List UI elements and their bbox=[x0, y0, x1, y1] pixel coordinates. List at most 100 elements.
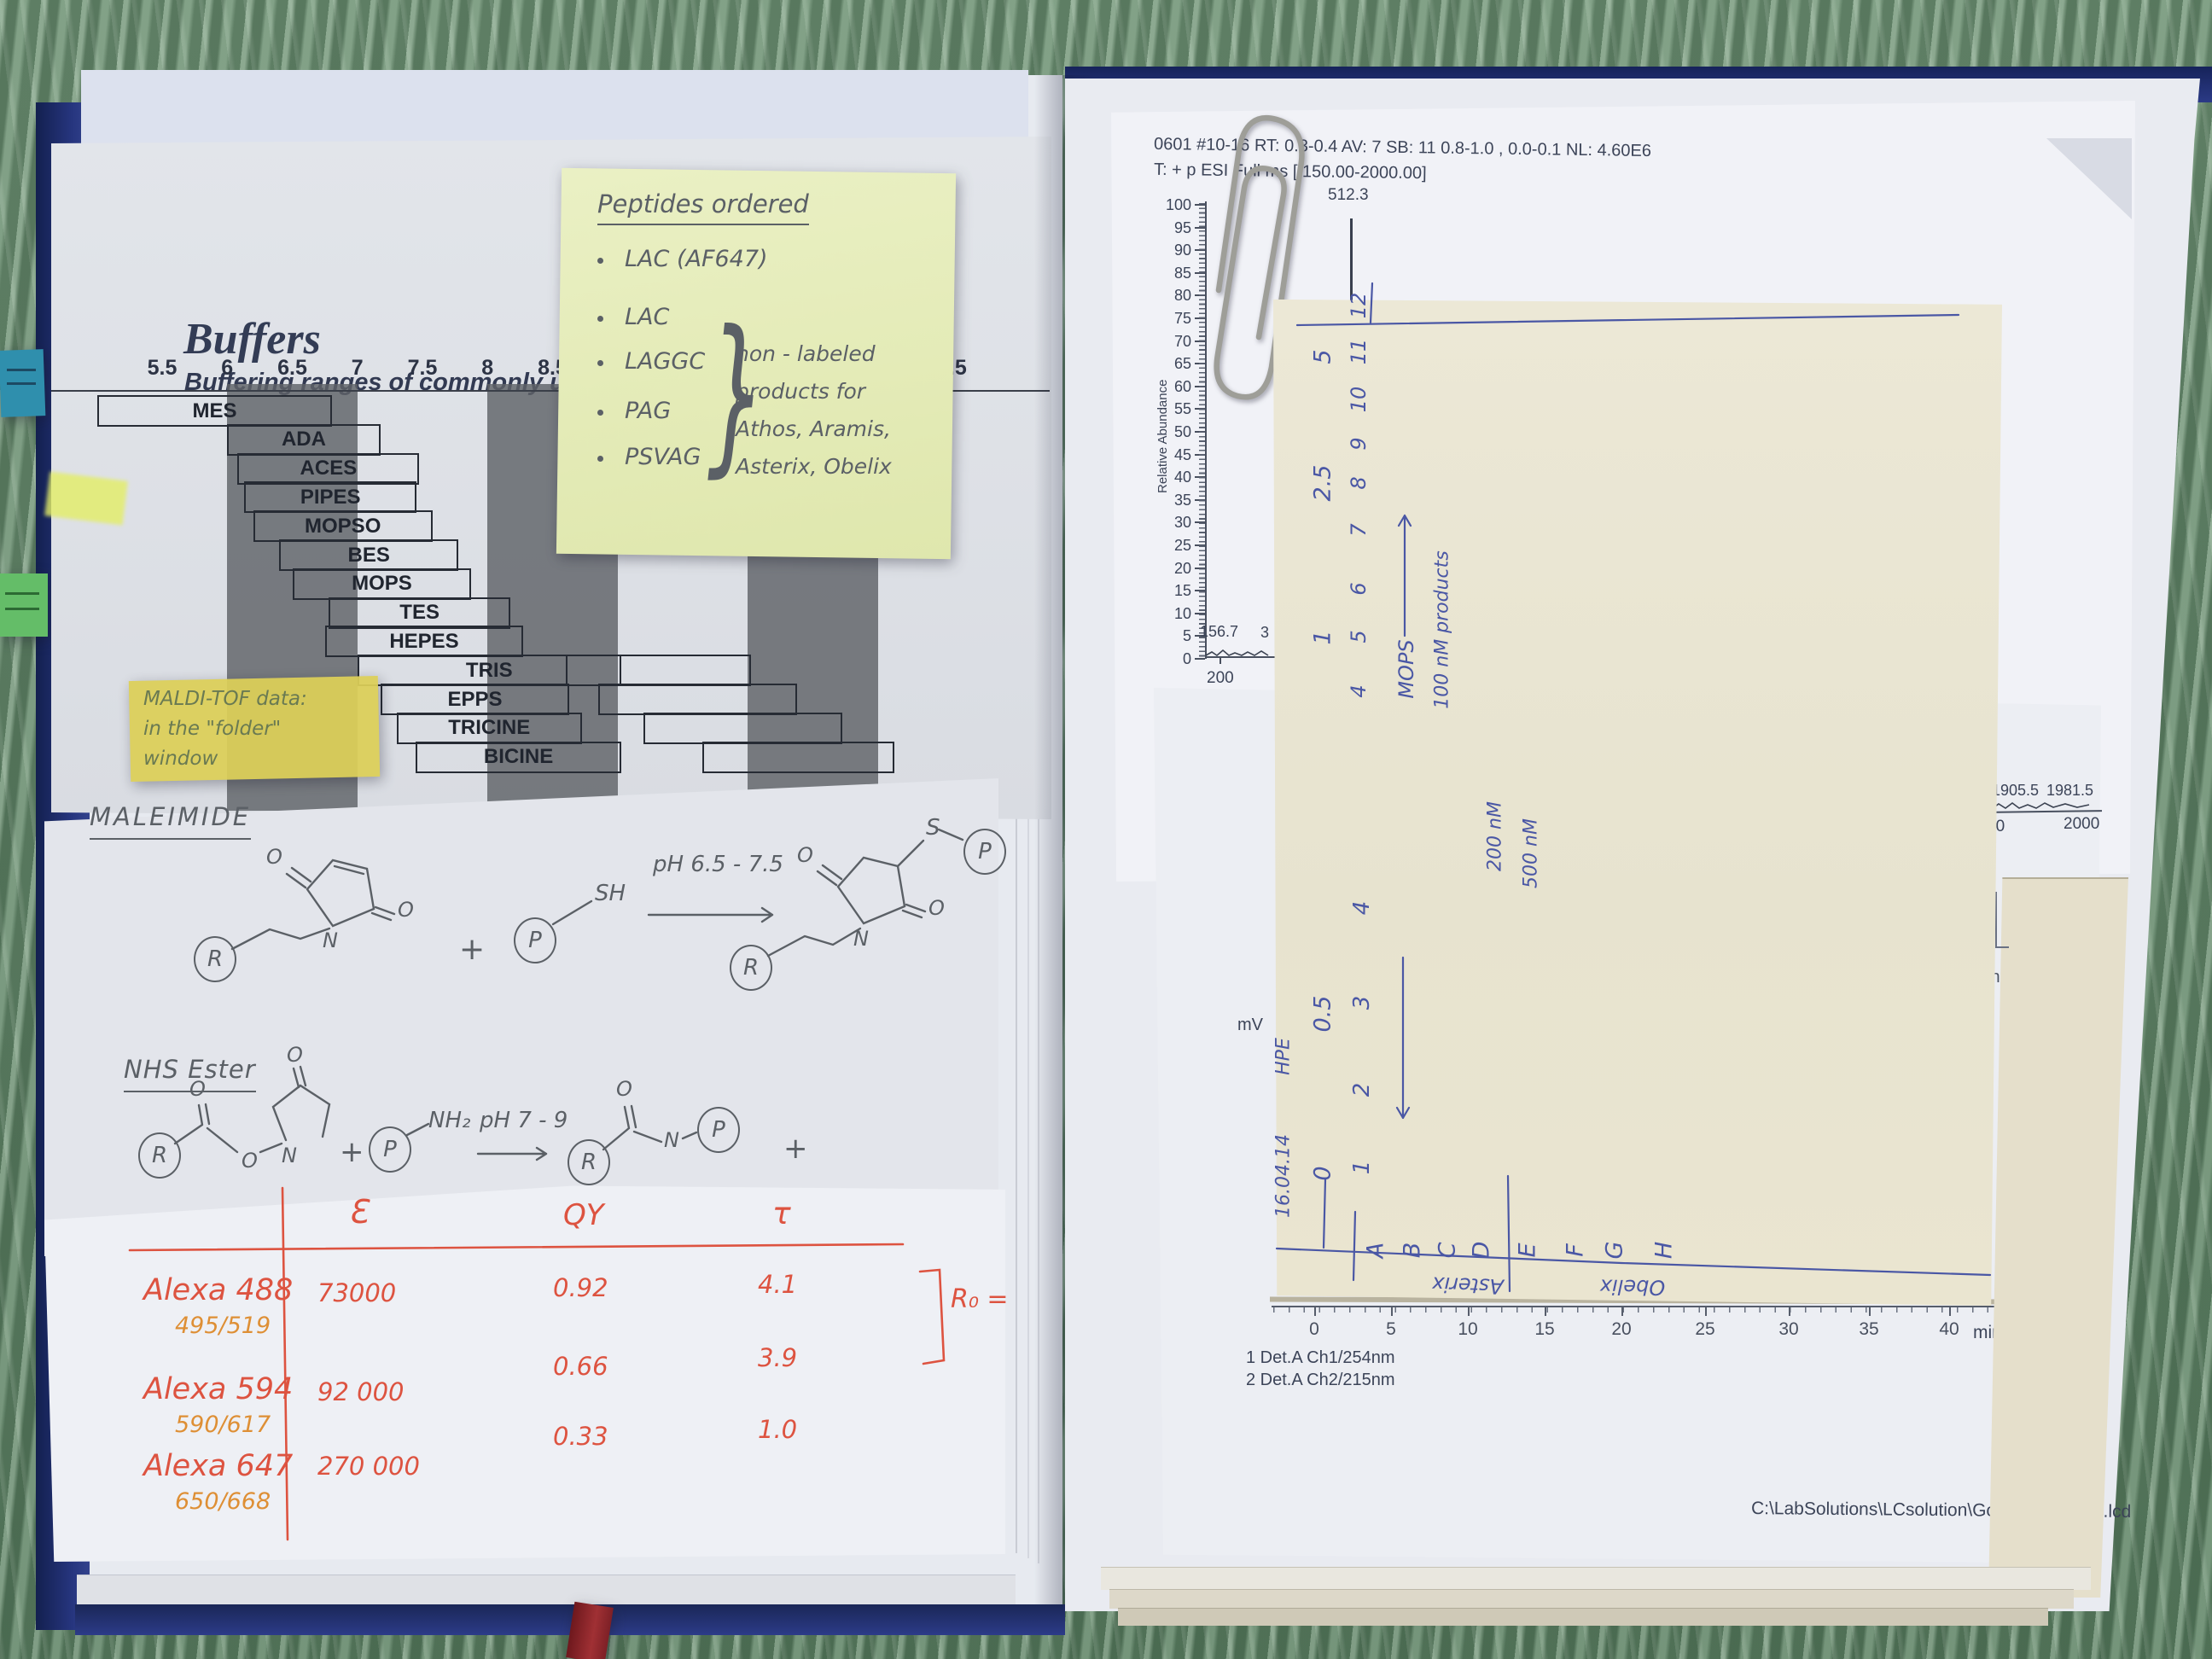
r-group-circle: R bbox=[194, 936, 236, 982]
buffer-bar: BES bbox=[279, 539, 459, 571]
bookmark-ribbon bbox=[566, 1601, 614, 1659]
overlay-lane-number: 3 bbox=[1349, 995, 1375, 1010]
page-stack-edges-left bbox=[1016, 171, 1017, 1553]
o-atom-label: O bbox=[266, 845, 282, 869]
s-atom-label: S bbox=[926, 815, 940, 841]
peptide-bullet bbox=[597, 410, 603, 416]
o-atom-label: O bbox=[189, 1077, 206, 1101]
overlay-lane-number: 7 bbox=[1347, 523, 1371, 537]
n-atom-label: N bbox=[664, 1128, 679, 1152]
peptide-item: LAGGC bbox=[625, 348, 706, 375]
chromatogram-mv-label: mV bbox=[1237, 1016, 1263, 1034]
ph-condition-label: pH 7 - 9 bbox=[480, 1108, 568, 1133]
chromatogram-x-tick-label: 35 bbox=[1859, 1319, 1879, 1339]
overlay-lane-number: 9 bbox=[1347, 437, 1371, 451]
overlay-series-label: 100 nM products bbox=[1431, 550, 1453, 709]
peptide-item: LAC (AF647) bbox=[625, 246, 768, 272]
ms-header-line2: T: + p ESI Full ms [ 150.00-2000.00] bbox=[1153, 160, 1427, 183]
ms-main-peak-label: 512.3 bbox=[1328, 186, 1369, 204]
ms-y-tick-label: 60 bbox=[1173, 377, 1191, 395]
chromatogram-x-tick bbox=[1314, 1307, 1316, 1316]
o-atom-label: O bbox=[797, 843, 813, 867]
paper-stack-edge-1 bbox=[1101, 1567, 2091, 1590]
overlay-outer-scale-number: 0 bbox=[1309, 1166, 1336, 1181]
ms-y-tick-label: 15 bbox=[1173, 582, 1191, 600]
sticky-tab-green bbox=[0, 573, 48, 637]
overlay-outer-scale-number: 2.5 bbox=[1309, 464, 1336, 502]
chart-axis-label: 7.5 bbox=[407, 356, 438, 380]
maldi-note-line: window bbox=[143, 748, 218, 770]
ms-y-tick-label: 90 bbox=[1173, 242, 1191, 259]
ph-condition-label: pH 6.5 - 7.5 bbox=[653, 852, 783, 877]
ms-y-tick-label: 55 bbox=[1173, 400, 1191, 418]
chromatogram-x-axis-line bbox=[1272, 1306, 2009, 1307]
overlay-series-label: 200 nM bbox=[1484, 801, 1506, 871]
buffer-bar: MOPSO bbox=[253, 510, 433, 543]
overlay-lane-number: 2 bbox=[1349, 1082, 1375, 1097]
ms-y-tick-label: 95 bbox=[1173, 218, 1191, 236]
r-label: R bbox=[580, 1150, 597, 1175]
paper-stack-edge-2 bbox=[1109, 1589, 2074, 1609]
chromatogram-x-tick bbox=[1468, 1307, 1470, 1316]
ms-y-tick-label: 40 bbox=[1173, 469, 1191, 486]
ms-y-tick-label: 65 bbox=[1173, 355, 1191, 373]
maldi-note-line: MALDI-TOF data: bbox=[143, 688, 307, 710]
peptide-note-line: products for bbox=[736, 379, 866, 404]
plus-sign: + bbox=[459, 932, 486, 967]
chromatogram-legend-line2: 2 Det.A Ch2/215nm bbox=[1246, 1371, 1395, 1389]
r-group-circle: R bbox=[568, 1139, 610, 1185]
sticky-tab-blue-scribble bbox=[7, 369, 36, 371]
peptide-bullet bbox=[597, 360, 603, 366]
chromatogram-x-tick bbox=[1789, 1307, 1790, 1316]
dye-tau-value: 3.9 bbox=[758, 1343, 798, 1372]
ms-y-axis: 100 95 90 85 80 75 70 65 60 55 50 45 40 35 30 25 20 15 10 5… bbox=[1137, 196, 1205, 676]
overlay-side-note: HPE bbox=[1272, 1038, 1295, 1075]
buffer-bar: EPPS bbox=[381, 684, 569, 715]
overlay-outer-scale-number: 1 bbox=[1309, 630, 1336, 645]
buffer-bar: MOPS bbox=[292, 568, 472, 600]
peptide-note-line: non - labeled bbox=[736, 341, 876, 366]
chart-axis-label: 5.5 bbox=[147, 356, 178, 380]
ms-y-tick-label: 35 bbox=[1173, 491, 1191, 509]
overlay-lane-number: 1 bbox=[1349, 1160, 1375, 1175]
buffer-bar: TRIS bbox=[357, 655, 621, 687]
peptide-item: PAG bbox=[625, 398, 672, 424]
overlay-fraction-letter: F bbox=[1562, 1243, 1589, 1257]
paper-stack-edge-3 bbox=[1118, 1608, 2048, 1626]
ms-y-tick-label: 20 bbox=[1173, 559, 1191, 577]
overlay-lane-number: 6 bbox=[1347, 582, 1371, 596]
o-atom-label: O bbox=[928, 896, 945, 920]
p-peptide-circle: P bbox=[514, 917, 556, 963]
ms-y-tick-label: 0 bbox=[1182, 650, 1191, 667]
ms-y-tick-label: 80 bbox=[1173, 287, 1191, 305]
sticky-peptides-title: Peptides ordered bbox=[597, 189, 809, 225]
plus-sign: + bbox=[340, 1135, 364, 1169]
peptide-bullet bbox=[597, 258, 603, 264]
qy-column-header: QY bbox=[563, 1198, 604, 1232]
ms-y-tick-label: 25 bbox=[1173, 537, 1191, 554]
buffer-bar-partial bbox=[597, 684, 797, 715]
overlay-fraction-letter: B bbox=[1399, 1242, 1426, 1259]
r-group-circle: R bbox=[730, 945, 772, 991]
p-peptide-circle: P bbox=[963, 829, 1006, 875]
overlay-fraction-letter: C bbox=[1434, 1242, 1461, 1259]
overlay-lane-number: 10 bbox=[1347, 386, 1371, 413]
chromatogram-x-tick-label: 40 bbox=[1939, 1319, 1959, 1339]
r-label: R bbox=[207, 946, 224, 972]
overlay-series-label: 500 nM bbox=[1520, 818, 1542, 888]
peptide-item: PSVAG bbox=[625, 444, 701, 470]
sticky-tab-blue bbox=[0, 349, 46, 417]
chromatogram-x-tick bbox=[1621, 1307, 1623, 1316]
overlay-group-right: Obelix bbox=[1599, 1274, 1666, 1300]
overlay-fraction-letter: D bbox=[1468, 1241, 1495, 1260]
chart-axis-label: 6 bbox=[221, 356, 234, 380]
dye-name: Alexa 488 bbox=[143, 1273, 294, 1307]
buffer-bar: TES bbox=[329, 597, 511, 629]
plus-sign: + bbox=[783, 1132, 808, 1166]
p-peptide-circle: P bbox=[697, 1107, 740, 1153]
dye-wavelengths: 495/519 bbox=[175, 1313, 271, 1339]
peptide-note-line: Athos, Aramis, bbox=[736, 416, 891, 441]
ms-y-tick-label: 100 bbox=[1165, 196, 1191, 213]
ms-x-axis-left bbox=[1205, 656, 1275, 658]
fragment-axis-corner bbox=[1995, 892, 2009, 948]
